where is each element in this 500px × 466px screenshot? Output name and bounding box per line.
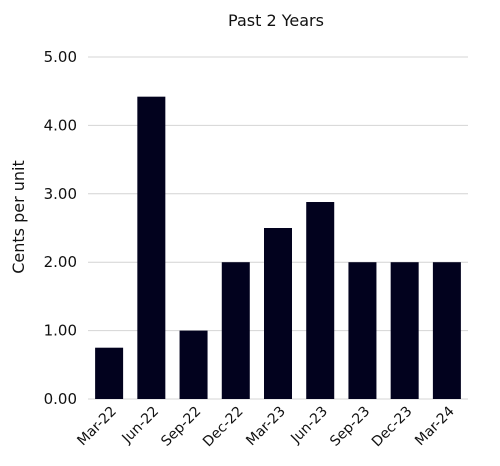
- y-tick-label: 5.00: [44, 48, 77, 66]
- y-tick-labels: 0.00 1.00 2.00 3.00 4.00 5.00: [44, 48, 77, 408]
- x-tick-label: Jun-22: [118, 404, 162, 448]
- x-tick-label: Jun-23: [287, 404, 331, 448]
- x-tick-label: Dec-23: [369, 404, 416, 451]
- bar: [432, 262, 461, 399]
- bar: [179, 330, 208, 399]
- y-tick-label: 4.00: [44, 116, 77, 134]
- y-tick-label: 3.00: [44, 185, 77, 203]
- y-tick-label: 0.00: [44, 390, 77, 408]
- bars: [95, 96, 461, 399]
- bar: [390, 262, 419, 399]
- x-tick-label: Sep-22: [158, 404, 204, 450]
- chart-title: Past 2 Years: [228, 11, 324, 30]
- bar: [137, 96, 166, 399]
- x-tick-label: Mar-22: [74, 404, 120, 450]
- bar: [95, 347, 124, 399]
- y-tick-label: 1.00: [44, 322, 77, 340]
- bar: [306, 202, 335, 399]
- y-tick-label: 2.00: [44, 253, 77, 271]
- x-tick-label: Sep-23: [327, 404, 373, 450]
- y-axis-label: Cents per unit: [9, 160, 28, 274]
- bar: [264, 228, 292, 399]
- x-tick-label: Dec-22: [200, 404, 247, 451]
- x-tick-label: Mar-23: [243, 404, 289, 450]
- x-tick-label: Mar-24: [412, 403, 458, 449]
- bar: [348, 262, 377, 399]
- bar: [221, 262, 250, 399]
